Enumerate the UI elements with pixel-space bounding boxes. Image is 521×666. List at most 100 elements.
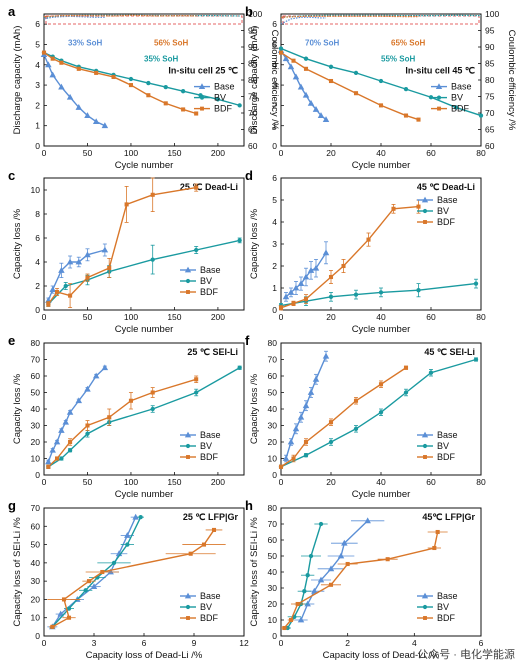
legend-label: Base [200,430,221,440]
data-point [84,112,91,118]
y-tick-label: 60 [268,371,278,381]
data-point [328,78,334,84]
data-point [303,66,309,71]
data-point [86,579,92,584]
legend-marker [185,443,191,449]
x-tick-label: 200 [211,148,225,158]
data-point [124,202,129,207]
y-tick-label: 10 [268,615,278,625]
y2-tick-label: 70 [248,108,258,118]
y2-tick-label: 85 [248,59,258,69]
data-point [45,458,52,465]
legend-marker [422,443,428,449]
data-point [237,365,242,370]
legend-label: BV [437,441,449,451]
y-tick-label: 30 [268,583,278,593]
data-point [201,542,207,547]
x-tick-label: 60 [426,477,436,487]
chart-title: 45℃ LFP|Gr [422,512,475,522]
series-base [40,51,109,129]
series-line [47,367,106,463]
series-base [45,364,109,465]
data-point [282,55,290,62]
y-tick-label: 2 [35,100,40,110]
data-point [302,402,310,409]
data-point [180,89,186,94]
y-tick-label: 8 [35,209,40,219]
data-point [101,122,109,129]
data-point [378,103,384,108]
data-point [111,560,117,566]
data-point [92,118,100,125]
data-point [76,66,81,71]
data-point [403,365,409,370]
y-tick-label: 30 [31,421,41,431]
highlight-box [45,15,243,25]
data-point [132,513,139,520]
data-point [55,456,60,461]
data-point [107,415,112,420]
data-point [128,398,133,403]
data-point [302,589,307,594]
y-tick-label: 60 [31,521,41,531]
data-point [364,517,371,524]
chart-title: 25 ℃ LFP|Gr [183,512,239,522]
y-tick-label: 80 [268,503,278,513]
data-point [61,597,67,602]
y-tick-label: 2 [35,281,40,291]
y-axis-label: Capacity loss of SEI-Li /% [249,517,260,627]
ce-series-bv [280,14,482,18]
data-point [41,50,47,55]
x-tick-label: 2 [345,638,350,648]
data-point [416,204,421,209]
series-bdf [41,50,199,116]
legend-label: BV [451,93,463,103]
legend-label: BDF [214,104,233,114]
x-tick-label: 0 [42,477,47,487]
data-point [278,46,284,51]
data-point [92,372,100,379]
x-tick-label: 20 [326,477,336,487]
y-tick-label: 6 [35,19,40,29]
data-point [194,377,199,382]
y-tick-label: 20 [268,437,278,447]
y-tick-label: 20 [31,594,41,604]
y-tick-label: 30 [268,421,278,431]
data-point [287,288,295,295]
x-tick-label: 100 [124,477,138,487]
y-tick-label: 2 [272,100,277,110]
chart-panel-c: c 0 50 100 150 200 0 2 4 6 8 10 Cycle number Capacity… [8,168,245,335]
legend-label: Base [437,195,458,205]
ce-series-base [43,15,105,20]
data-point [278,305,284,310]
x-tick-label: 0 [279,148,284,158]
x-tick-label: 200 [211,477,225,487]
series-line [280,205,419,309]
plot-frame [43,177,245,311]
legend-label: Base [437,430,458,440]
y2-tick-label: 90 [248,42,258,52]
data-point [66,606,72,611]
soh-annotation: 33% SoH [68,39,102,48]
legend-marker [185,278,191,284]
ce-series-base [280,16,326,25]
legend-marker [423,616,427,620]
series-line [51,516,137,628]
data-point [287,438,295,445]
x-tick-label: 9 [192,638,197,648]
series-bv [278,278,479,309]
data-point [303,453,309,458]
data-point [435,529,440,535]
y-axis-label: Capacity loss /% [249,373,260,444]
data-point [428,370,434,375]
soh-annotation: 70% SoH [305,39,339,48]
x-tick-label: 60 [426,148,436,158]
legend-label: BDF [451,104,470,114]
series-base [277,47,330,123]
data-point [100,569,105,575]
x-axis-label: Capacity loss of Dead-Li /% [323,650,440,661]
data-point [353,426,359,431]
data-point [328,439,334,445]
